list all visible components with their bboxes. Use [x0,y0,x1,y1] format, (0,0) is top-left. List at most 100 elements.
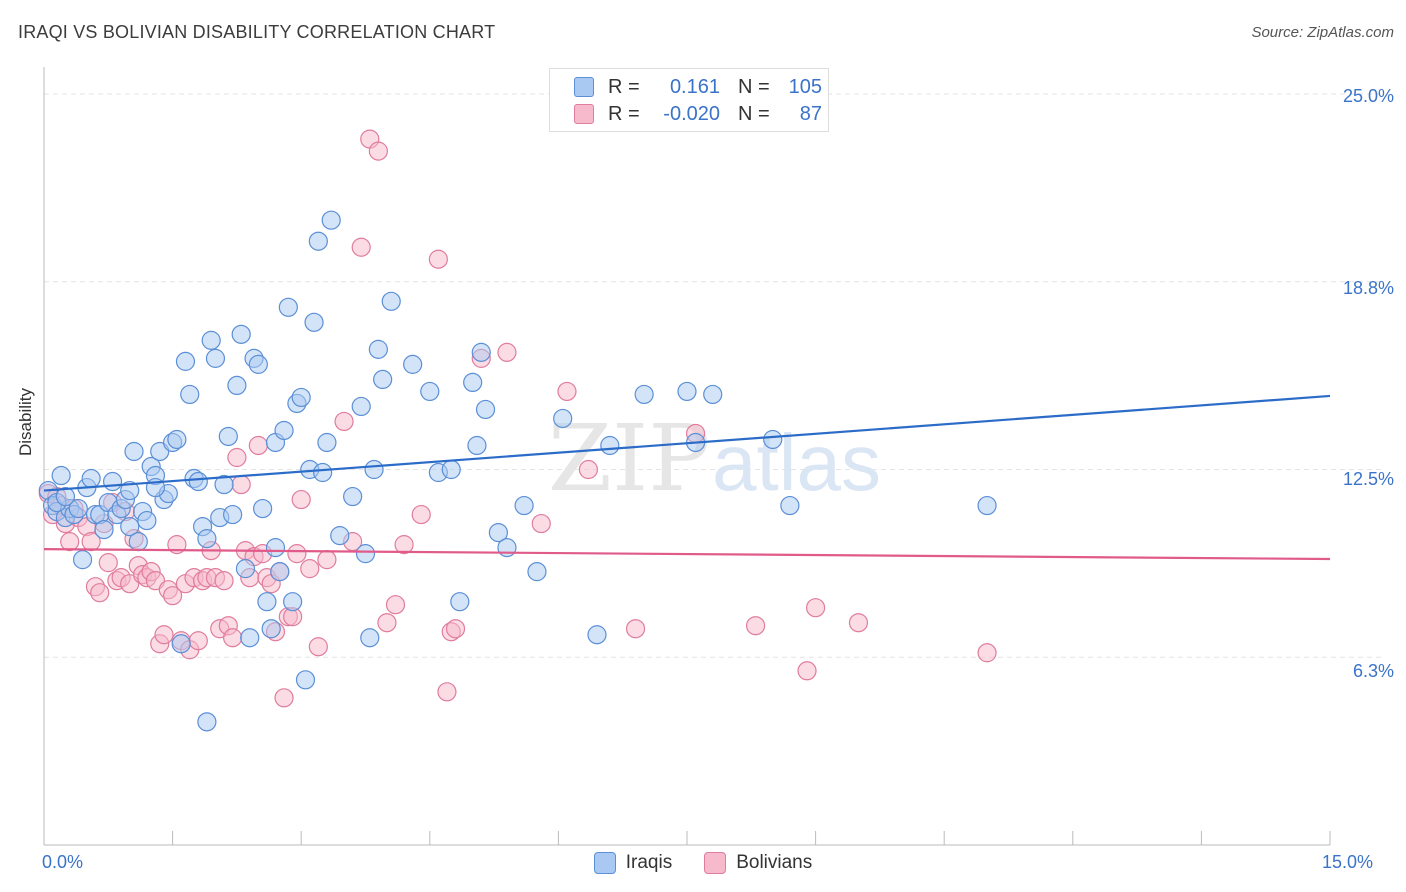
iraqis-point [278,297,298,317]
legend-item-bolivians[interactable]: Bolivians [704,852,812,874]
watermark-zip: ZIP [548,405,710,512]
iraqis-point [167,429,187,450]
iraqis-point [248,354,268,374]
bolivians-point [377,613,397,633]
watermark-atlas: atlas [712,418,881,507]
iraqis-point [321,210,341,230]
iraqis-point [304,312,324,332]
iraqis-point [227,375,247,396]
legend-swatch-bolivians [574,104,594,124]
bolivians-point [90,583,110,603]
iraqis-point [467,435,487,456]
legend-swatch-bolivians [704,852,727,874]
bolivians-trend-line [43,548,1331,561]
bolivians-point [98,553,118,573]
iraqis-point [274,420,294,441]
legend-label-bolivians: Bolivians [736,852,813,873]
bolivians-point [745,616,766,636]
y-tick-label: 6.3% [1352,661,1394,681]
iraqis-point [51,465,71,486]
iraqis-point [441,459,461,480]
bolivians-point [557,381,577,402]
iraqis-point [257,592,277,612]
iraqis-point [171,634,191,654]
iraqis-point [313,462,333,483]
iraqis-point [317,432,337,453]
iraqis-point [201,330,221,350]
bolivians-point [60,532,80,552]
iraqis-point [977,495,997,516]
iraqis-point [780,495,800,516]
iraqis-point [527,562,547,582]
iraqis-point [703,384,723,405]
series-iraqis [38,210,997,732]
bolivians-point [977,643,997,663]
bolivians-point [385,595,406,615]
bolivians-point [797,661,817,681]
iraqis-point [188,471,208,492]
iraqis-point [471,342,491,362]
legend-r-label: R = [608,75,640,98]
iraqis-point [373,369,393,390]
iraqis-point [308,231,328,251]
iraqis-point [265,538,286,558]
iraqis-point [175,351,196,371]
bolivians-point [351,237,371,257]
bolivians-point [394,535,414,555]
iraqis-point [381,291,401,311]
bolivians-point [154,625,174,645]
legend-r-label: R = [608,102,640,125]
iraqis-point [295,670,316,690]
x-tick-label: 15.0% [1322,852,1374,872]
bolivians-point [437,682,457,702]
iraqis-point [72,550,93,570]
series-legend: Iraqis Bolivians [0,852,1406,874]
iraqis-point [450,592,470,612]
iraqis-point [180,384,200,405]
legend-item-iraqis[interactable]: Iraqis [593,852,673,874]
iraqis-point [240,628,260,648]
iraqis-point [81,468,101,489]
iraqis-point [403,354,423,374]
iraqis-point [553,408,573,429]
bolivians-point [625,619,646,639]
legend-row-iraqis: R = 0.161 N = 105 [574,74,822,100]
bolivians-point [291,489,311,510]
legend-n-value: 105 [788,75,822,98]
y-tick-label: 12.5% [1342,469,1394,489]
watermark: ZIP atlas [548,405,881,512]
legend-label-iraqis: Iraqis [625,852,673,873]
bolivians-point [300,559,320,579]
iraqis-point [368,339,388,359]
iraqis-point [120,480,140,501]
legend-swatch-iraqis [593,852,616,874]
iraqis-point [677,381,697,402]
iraqis-point [205,348,226,368]
iraqis-point [253,498,273,519]
iraqis-point [197,529,217,549]
iraqis-point [587,625,607,645]
bolivians-point [848,613,869,633]
bolivians-point [334,411,354,432]
iraqis-point [218,426,238,447]
bolivians-point [368,141,388,161]
iraqis-point [355,544,376,564]
bolivians-point [214,571,234,591]
iraqis-point [343,486,363,507]
iraqis-point [488,522,508,543]
y-axis-label: Disability [16,387,35,456]
iraqis-point [634,384,654,405]
iraqis-point [475,399,496,420]
iraqis-point [270,562,290,582]
bolivians-point [274,688,294,708]
iraqis-point [55,486,76,507]
iraqis-point [197,712,217,732]
iraqis-point [214,474,234,495]
iraqis-trend-line [43,394,1331,492]
legend-r-value: 0.161 [669,75,720,98]
bolivians-point [531,513,551,534]
bolivians-point [428,249,448,269]
legend-swatch-iraqis [574,77,594,97]
iraqis-point [763,429,783,450]
